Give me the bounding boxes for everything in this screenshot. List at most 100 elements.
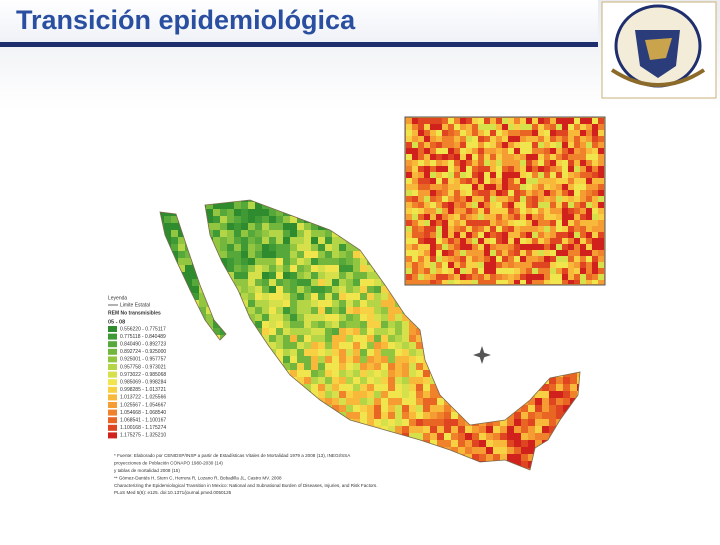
inset-cell	[520, 250, 527, 257]
map-cell	[346, 251, 354, 259]
inset-cell	[412, 268, 419, 275]
inset-cell	[502, 202, 509, 209]
inset-cell	[514, 172, 521, 179]
map-cell	[276, 349, 284, 357]
inset-cell	[538, 118, 545, 125]
map-cell	[353, 398, 361, 406]
title-rule	[0, 42, 598, 47]
inset-cell	[454, 142, 461, 149]
inset-cell	[544, 178, 551, 185]
inset-cell	[424, 202, 431, 209]
inset-cell	[418, 148, 425, 155]
inset-cell	[478, 178, 485, 185]
inset-cell	[532, 262, 539, 269]
map-cell	[185, 251, 193, 259]
inset-cell	[508, 220, 515, 227]
inset-cell	[574, 256, 581, 263]
inset-cell	[460, 184, 467, 191]
inset-cell	[436, 172, 443, 179]
inset-cell	[568, 160, 575, 167]
inset-cell	[544, 232, 551, 239]
inset-cell	[562, 244, 569, 251]
map-cell	[311, 265, 319, 273]
inset-cell	[436, 124, 443, 131]
inset-map	[406, 118, 604, 284]
inset-cell	[550, 226, 557, 233]
map-cell	[346, 363, 354, 371]
map-cell	[395, 342, 403, 350]
legend-swatch	[108, 326, 117, 332]
map-cell	[283, 244, 291, 252]
inset-cell	[412, 208, 419, 215]
inset-cell	[442, 238, 449, 245]
map-cell	[290, 307, 298, 315]
inset-cell	[418, 262, 425, 269]
inset-cell	[562, 262, 569, 269]
inset-cell	[520, 166, 527, 173]
inset-cell	[496, 190, 503, 197]
inset-cell	[478, 250, 485, 257]
map-cell	[318, 244, 326, 252]
inset-cell	[532, 166, 539, 173]
map-cell	[311, 286, 319, 294]
map-cell	[353, 272, 361, 280]
inset-cell	[424, 184, 431, 191]
inset-cell	[424, 154, 431, 161]
map-cell	[388, 342, 396, 350]
inset-cell	[466, 202, 473, 209]
inset-cell	[478, 118, 485, 125]
map-cell	[346, 328, 354, 336]
map-cell	[423, 370, 431, 378]
map-cell	[367, 300, 375, 308]
map-cell	[423, 391, 431, 399]
inset-cell	[544, 238, 551, 245]
inset-cell	[502, 280, 509, 284]
inset-cell	[448, 268, 455, 275]
inset-cell	[496, 280, 503, 284]
inset-cell	[502, 214, 509, 221]
map-cell	[248, 314, 256, 322]
map-cell	[339, 300, 347, 308]
map-cell	[304, 384, 312, 392]
map-cell	[332, 342, 340, 350]
inset-cell	[406, 208, 413, 215]
inset-cell	[568, 220, 575, 227]
map-cell	[381, 377, 389, 385]
map-cell	[325, 321, 333, 329]
map-cell	[325, 258, 333, 266]
inset-cell	[448, 172, 455, 179]
map-cell	[269, 230, 277, 238]
inset-cell	[424, 220, 431, 227]
inset-cell	[436, 148, 443, 155]
inset-cell	[454, 280, 461, 284]
map-cell	[360, 286, 368, 294]
map-cell	[297, 335, 305, 343]
inset-cell	[562, 184, 569, 191]
inset-cell	[418, 256, 425, 263]
inset-cell	[574, 226, 581, 233]
map-cell	[514, 426, 522, 434]
map-cell	[332, 328, 340, 336]
map-cell	[353, 370, 361, 378]
map-cell	[304, 279, 312, 287]
map-cell	[304, 293, 312, 301]
title: Transición epidemiológica	[16, 5, 356, 35]
inset-cell	[436, 118, 443, 125]
map-cell	[346, 391, 354, 399]
inset-cell	[520, 190, 527, 197]
map-cell	[570, 391, 578, 399]
inset-cell	[550, 172, 557, 179]
map-cell	[318, 321, 326, 329]
inset-cell	[544, 262, 551, 269]
inset-cell	[418, 220, 425, 227]
map-cell	[325, 335, 333, 343]
inset-cell	[568, 196, 575, 203]
map-cell	[395, 314, 403, 322]
legend-label: 0.985069 - 0.998284	[120, 380, 166, 386]
inset-cell	[544, 220, 551, 227]
inset-cell	[508, 142, 515, 149]
map-cell	[325, 370, 333, 378]
inset-cell	[484, 142, 491, 149]
map-cell	[353, 251, 361, 259]
map-cell	[325, 307, 333, 315]
